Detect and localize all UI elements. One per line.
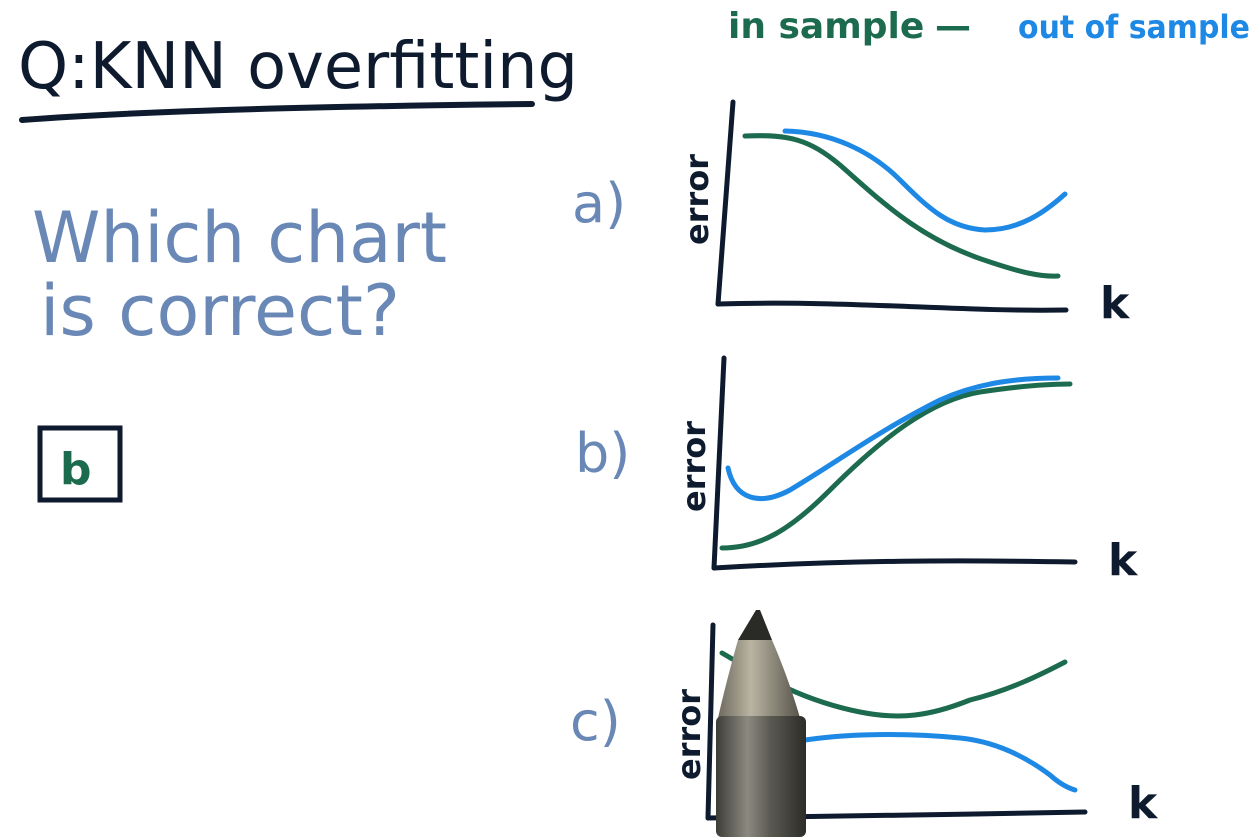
chart-c-y-axis <box>705 622 716 821</box>
chart-c-out-of-sample-line <box>802 732 1078 793</box>
chart-c-ylabel: error <box>670 689 708 780</box>
chart-a-y-axis <box>715 99 736 307</box>
chart-b-in-sample-line <box>719 381 1073 551</box>
legend-dash: — <box>935 6 971 47</box>
page-title: Q:KNN overfitting <box>18 30 578 104</box>
legend-in-sample: in sample <box>728 6 924 47</box>
chart-a-option: a) <box>572 172 626 235</box>
chart-b-ylabel: error <box>675 421 713 512</box>
legend-out-of-sample: out of sample <box>1018 8 1250 46</box>
chart-a-out-of-sample-line <box>782 128 1068 233</box>
chart-c-option: c) <box>570 690 621 753</box>
pen-icon <box>716 610 806 837</box>
chart-b-x-axis <box>711 558 1078 571</box>
chart-b-out-of-sample-line <box>725 375 1061 501</box>
chart-a-in-sample-line <box>742 133 1061 279</box>
chart-b-y-axis <box>711 355 727 571</box>
chart-a-ylabel: error <box>678 154 716 245</box>
chart-b[interactable]: b) error k <box>575 355 1139 586</box>
question-line-2: is correct? <box>40 270 400 352</box>
answer-box[interactable] <box>37 425 123 503</box>
answer-value: b <box>60 444 92 495</box>
chart-b-option: b) <box>575 422 630 485</box>
chart-c-xlabel: k <box>1128 778 1159 829</box>
chart-c[interactable]: c) error k <box>570 622 1159 829</box>
chart-a[interactable]: a) error k <box>572 99 1131 329</box>
chart-a-xlabel: k <box>1100 278 1131 329</box>
chart-a-x-axis <box>715 300 1069 313</box>
chart-b-xlabel: k <box>1108 535 1139 586</box>
question-line-1: Which chart <box>32 197 447 279</box>
title-underline <box>19 101 535 123</box>
